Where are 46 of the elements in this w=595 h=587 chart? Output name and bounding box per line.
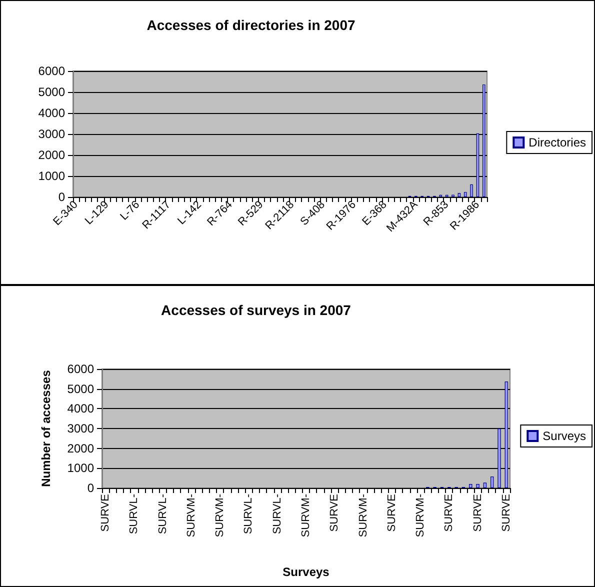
y-tick-label: 4000 — [67, 402, 94, 416]
y-tick-label: 0 — [87, 481, 94, 495]
chart-title: Accesses of surveys in 2007 — [161, 302, 352, 318]
x-tick-label: SURVL- — [156, 494, 169, 534]
y-tick-label: 6000 — [38, 64, 66, 78]
y-tick-label: 2000 — [67, 441, 94, 456]
y-tick-label: 1000 — [38, 169, 66, 183]
y-tick-label: 6000 — [67, 362, 94, 376]
x-tick-label: SURVM- — [414, 494, 427, 538]
x-tick-label: SURVM- — [214, 494, 226, 538]
y-tick-label: 5000 — [67, 382, 94, 396]
x-tick-label: SURVL- — [128, 494, 140, 534]
x-tick-label: SURVE — [443, 494, 456, 532]
y-tick-label: 3000 — [67, 422, 94, 436]
y-tick-label: 0 — [58, 190, 66, 204]
bar — [470, 184, 473, 197]
bar — [498, 428, 501, 488]
x-tick-label: SURVM- — [357, 494, 370, 538]
y-tick-label: 2000 — [38, 148, 66, 162]
bar — [504, 381, 508, 488]
y-tick-label: 1000 — [67, 461, 94, 476]
x-tick-label: SURVE — [500, 494, 512, 532]
bar — [476, 133, 480, 197]
chart-title: Accesses of directories in 2007 — [146, 17, 356, 33]
legend-label: Surveys — [542, 429, 586, 443]
x-tick-label: SURVE — [386, 494, 398, 532]
bar — [483, 482, 487, 488]
y-tick-label: 5000 — [38, 85, 66, 99]
bar — [476, 484, 480, 488]
y-axis-title: Number of accesses — [39, 370, 53, 487]
bar — [458, 193, 461, 197]
x-tick-label: SURVE — [472, 494, 484, 532]
y-tick-label: 4000 — [38, 106, 66, 120]
x-tick-label: SURVE — [328, 494, 341, 532]
y-tick-label: 3000 — [38, 127, 66, 141]
bar — [464, 192, 467, 197]
bar — [490, 476, 494, 488]
x-tick-label: SURVL- — [242, 494, 255, 534]
x-tick-label: SURVM- — [300, 494, 312, 538]
bar — [482, 84, 486, 197]
x-tick-label: SURVM- — [185, 494, 198, 538]
bar — [469, 484, 472, 488]
x-tick-label: SURVE — [100, 494, 112, 532]
x-axis-title: Surveys — [282, 565, 330, 579]
x-tick-label: SURVL- — [271, 494, 284, 534]
legend-label: Directories — [528, 136, 586, 150]
